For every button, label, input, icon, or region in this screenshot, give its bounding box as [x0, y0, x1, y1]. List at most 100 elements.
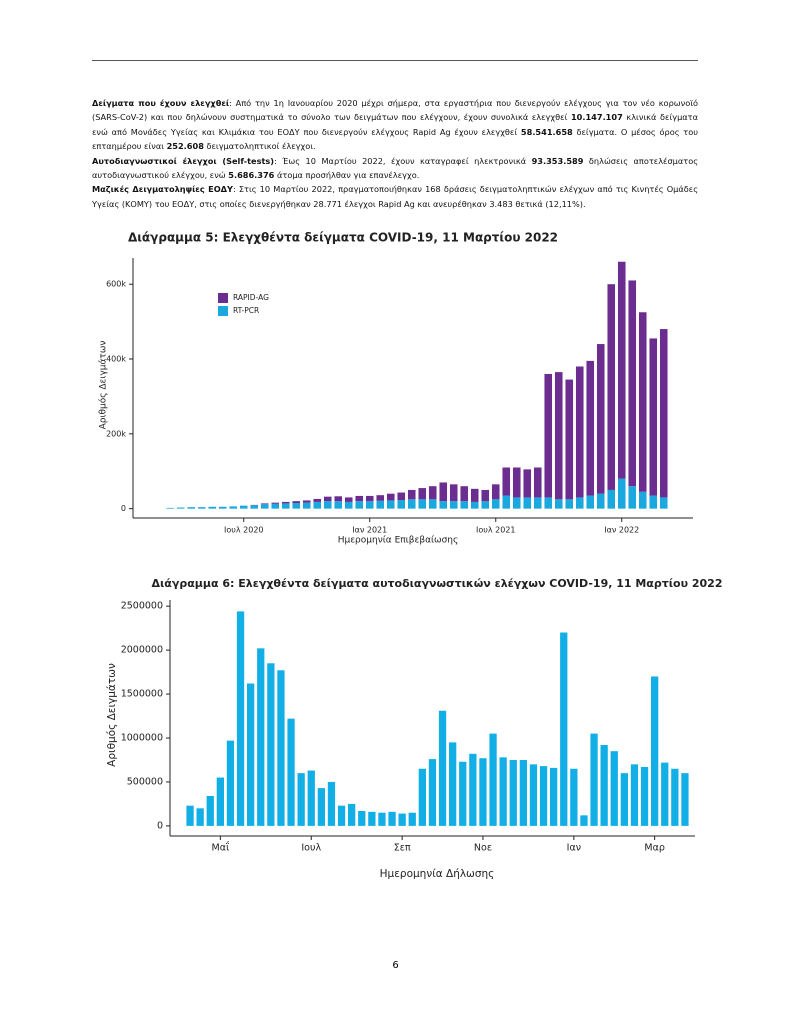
bar: [630, 764, 639, 826]
x-tick-label: Σεπ: [394, 843, 411, 854]
bar: [236, 611, 245, 826]
legend-swatch: [218, 306, 228, 316]
bar: [317, 788, 325, 826]
bar-segment: [281, 501, 290, 504]
bar-segment: [638, 312, 647, 492]
bar-segment: [512, 467, 521, 498]
bold-text: Δείγματα που έχουν ελεγχθεί: [92, 98, 230, 108]
bar-segment: [649, 338, 658, 496]
bar-segment: [481, 489, 490, 502]
y-tick-label: 2000000: [121, 645, 163, 656]
bar-segment: [334, 496, 343, 502]
bar-segment: [607, 489, 616, 509]
bar-segment: [250, 505, 259, 509]
bar: [499, 757, 507, 826]
bar-segment: [628, 280, 637, 487]
legend-label: RAPID-AG: [233, 293, 269, 302]
bar-segment: [229, 506, 238, 509]
bar: [580, 815, 588, 826]
bar-segment: [386, 500, 395, 509]
bar-segment: [271, 503, 280, 509]
paragraph: Μαζικές Δειγματοληψίες ΕΟΔΥ: Στις 10 Μαρ…: [92, 182, 698, 211]
bar: [570, 768, 578, 826]
bar-segment: [481, 501, 490, 509]
y-tick-label: 400k: [106, 355, 126, 364]
bar: [388, 811, 396, 826]
bar: [560, 632, 568, 826]
x-tick-label: Ιουλ: [301, 843, 321, 854]
bar: [651, 676, 659, 826]
bar: [418, 768, 426, 826]
paragraph: Δείγματα που έχουν ελεγχθεί: Από την 1η …: [92, 96, 698, 154]
bar-segment: [628, 486, 637, 509]
bar-segment: [428, 486, 437, 500]
bar-segment: [523, 469, 532, 498]
x-tick-label: Ιουλ 2020: [224, 526, 264, 535]
bar-segment: [323, 501, 332, 509]
bar: [600, 745, 608, 826]
bar-segment: [491, 484, 500, 500]
bar-segment: [449, 484, 458, 502]
bar: [257, 648, 265, 826]
bar-segment: [649, 495, 658, 509]
bar: [489, 733, 497, 826]
bar-segment: [565, 379, 574, 500]
bar: [267, 663, 275, 826]
bar-segment: [365, 495, 374, 502]
bar: [206, 796, 214, 826]
bar: [590, 733, 598, 826]
bar-segment: [334, 501, 343, 509]
bar: [661, 762, 669, 826]
text: : Έως 10 Μαρτίου 2022, έχουν καταγραφεί …: [274, 155, 532, 166]
x-tick-label: Ιουλ 2021: [476, 526, 516, 535]
bar-segment: [449, 501, 458, 509]
bar-segment: [344, 497, 353, 502]
y-axis-label: Αριθμός Δειγμάτων: [98, 341, 109, 430]
bar-segment: [512, 497, 521, 509]
bar: [398, 813, 406, 826]
bar: [620, 773, 628, 826]
text: δειγματοληπτικοί έλεγχοι.: [203, 141, 316, 152]
bar-segment: [502, 467, 511, 496]
bar: [681, 773, 689, 826]
bar-segment: [544, 497, 553, 509]
x-tick-label: Μαρ: [644, 843, 665, 854]
bar: [277, 670, 285, 826]
bar-segment: [470, 488, 479, 502]
bar: [428, 759, 437, 826]
bar-segment: [596, 493, 605, 509]
bar-segment: [281, 503, 290, 509]
bar: [671, 768, 679, 826]
bar: [519, 759, 527, 826]
bar: [378, 812, 386, 826]
y-tick-label: 500000: [127, 776, 163, 787]
bar-segment: [397, 500, 406, 509]
bar: [550, 767, 558, 826]
bar: [408, 812, 416, 826]
bar-segment: [554, 372, 563, 500]
bar: [337, 805, 346, 826]
bar-segment: [313, 498, 322, 502]
bar-segment: [439, 482, 448, 502]
bar: [348, 803, 356, 826]
bar-segment: [533, 467, 542, 498]
bar-segment: [397, 492, 406, 501]
x-axis-label: Ημερομηνία Δήλωσης: [380, 868, 495, 880]
bar-segment: [491, 499, 500, 509]
y-tick-label: 1500000: [121, 689, 163, 700]
bar-segment: [208, 506, 217, 509]
bar-segment: [586, 360, 595, 496]
bar: [297, 773, 305, 826]
x-tick-label: Μαΐ: [212, 842, 230, 854]
header-rule: [92, 60, 698, 61]
bar-segment: [313, 501, 322, 509]
x-axis-label: Ημερομηνία Επιβεβαίωσης: [338, 536, 459, 546]
y-tick-label: 1000000: [121, 732, 163, 743]
bar: [327, 781, 336, 826]
bar-segment: [187, 507, 196, 509]
bold-text: Μαζικές Δειγματοληψίες ΕΟΔΥ: [92, 184, 233, 195]
bar-segment: [470, 501, 479, 509]
bar: [469, 753, 477, 826]
